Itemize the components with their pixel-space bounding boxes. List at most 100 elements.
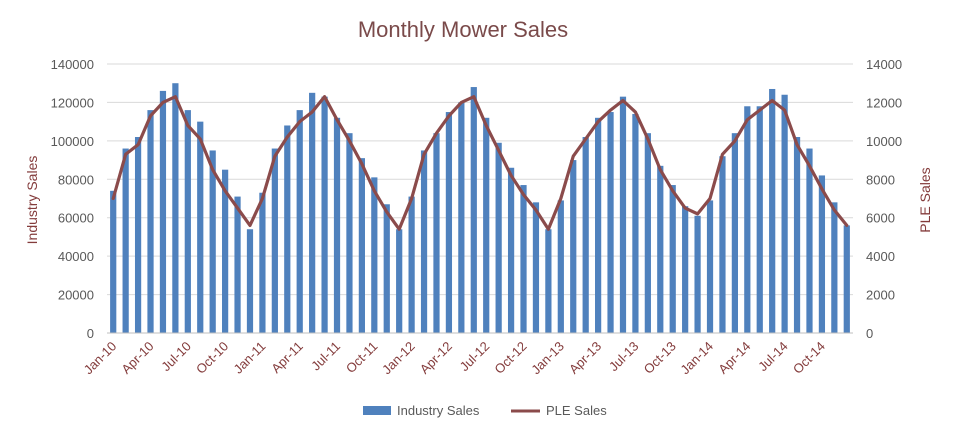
x-tick-label: Jul-12 xyxy=(457,339,493,375)
industry-sales-bar xyxy=(682,206,689,333)
left-tick-label: 120000 xyxy=(51,95,94,110)
left-tick-label: 20000 xyxy=(58,288,94,303)
industry-sales-bar xyxy=(607,112,614,334)
industry-sales-bar xyxy=(284,125,291,333)
industry-sales-bar xyxy=(756,106,763,334)
left-tick-label: 40000 xyxy=(58,249,94,264)
left-tick-label: 140000 xyxy=(51,57,94,72)
industry-sales-bar xyxy=(831,202,838,333)
industry-sales-bar xyxy=(159,90,167,334)
x-tick-label: Apr-11 xyxy=(268,339,306,377)
left-tick-label: 100000 xyxy=(51,134,94,149)
industry-sales-bar xyxy=(259,192,266,333)
right-tick-label: 2000 xyxy=(866,288,895,303)
industry-sales-bar xyxy=(209,150,216,333)
industry-sales-bar xyxy=(408,196,415,333)
x-tick-label: Jan-12 xyxy=(379,339,418,378)
industry-sales-bar xyxy=(818,175,826,333)
industry-sales-bar xyxy=(669,185,676,333)
x-tick-label: Oct-14 xyxy=(790,339,828,377)
x-tick-label: Apr-13 xyxy=(566,339,604,377)
industry-sales-bars xyxy=(110,83,850,334)
x-tick-label: Jan-14 xyxy=(677,339,716,378)
industry-sales-bar xyxy=(694,215,701,333)
industry-sales-bar xyxy=(644,133,651,333)
industry-sales-bar xyxy=(731,133,738,333)
x-tick-label: Oct-10 xyxy=(193,339,231,377)
ple-sales-line-layer xyxy=(111,95,849,231)
legend: Industry Sales PLE Sales xyxy=(363,403,607,418)
x-tick-label: Apr-10 xyxy=(118,339,156,377)
industry-sales-bar xyxy=(197,121,204,334)
industry-sales-bar xyxy=(222,169,229,333)
right-tick-label: 14000 xyxy=(866,57,902,72)
industry-sales-bar xyxy=(110,190,117,333)
x-tick-label: Jul-14 xyxy=(755,339,791,375)
legend-label-ple-sales: PLE Sales xyxy=(546,403,607,418)
industry-sales-bar xyxy=(557,200,564,333)
right-tick-label: 8000 xyxy=(866,172,895,187)
industry-sales-bar xyxy=(843,225,850,333)
industry-sales-bar xyxy=(122,148,129,333)
industry-sales-bar xyxy=(246,229,254,333)
industry-sales-bar xyxy=(657,165,664,333)
gridlines xyxy=(107,63,853,296)
x-tick-label: Apr-14 xyxy=(715,339,753,377)
industry-sales-bar xyxy=(532,202,540,333)
industry-sales-bar xyxy=(433,133,440,333)
industry-sales-bar xyxy=(570,160,577,333)
x-tick-label: Oct-11 xyxy=(343,339,381,377)
industry-sales-bar xyxy=(706,200,714,333)
chart-title: Monthly Mower Sales xyxy=(358,17,568,42)
x-tick-label: Jan-10 xyxy=(81,339,120,378)
industry-sales-bar xyxy=(545,229,552,333)
legend-swatch-industry-sales xyxy=(363,406,391,415)
industry-sales-bar xyxy=(321,96,328,334)
industry-sales-bar xyxy=(458,102,465,333)
industry-sales-bar xyxy=(582,137,589,333)
ple-sales-line xyxy=(111,95,849,231)
industry-sales-bar xyxy=(520,185,527,333)
left-axis-title: Industry Sales xyxy=(24,156,40,245)
industry-sales-bar xyxy=(470,87,477,333)
x-tick-label: Apr-12 xyxy=(417,339,455,377)
industry-sales-bar xyxy=(346,133,353,333)
right-axis-title: PLE Sales xyxy=(917,167,933,232)
x-tick-label: Jul-11 xyxy=(308,339,343,374)
right-tick-label: 0 xyxy=(866,326,873,341)
industry-sales-bar xyxy=(769,88,776,333)
industry-sales-bar xyxy=(309,92,316,333)
right-tick-label: 10000 xyxy=(866,134,902,149)
industry-sales-bar xyxy=(619,96,627,334)
industry-sales-bar xyxy=(234,196,241,333)
industry-sales-bar xyxy=(781,94,788,333)
right-tick-label: 6000 xyxy=(866,211,895,226)
industry-sales-bar xyxy=(595,117,602,333)
industry-sales-bar xyxy=(383,204,390,333)
right-tick-label: 12000 xyxy=(866,95,902,110)
left-tick-label: 60000 xyxy=(58,211,94,226)
industry-sales-bar xyxy=(806,148,813,333)
industry-sales-bar xyxy=(147,110,154,333)
x-tick-label: Oct-12 xyxy=(491,339,529,377)
industry-sales-bar xyxy=(793,137,801,333)
industry-sales-bar xyxy=(296,110,303,333)
industry-sales-bar xyxy=(632,113,639,333)
left-tick-label: 80000 xyxy=(58,172,94,187)
industry-sales-bar xyxy=(271,148,278,333)
x-tick-label: Jul-10 xyxy=(158,339,194,375)
industry-sales-bar xyxy=(172,83,179,333)
x-tick-label: Jan-13 xyxy=(528,339,567,378)
legend-label-industry-sales: Industry Sales xyxy=(397,403,480,418)
industry-sales-bar xyxy=(420,150,428,333)
right-tick-label: 4000 xyxy=(866,249,895,264)
industry-sales-bar xyxy=(333,117,341,333)
left-tick-label: 0 xyxy=(87,326,94,341)
industry-sales-bar xyxy=(495,142,502,333)
x-tick-label: Jul-13 xyxy=(606,339,642,375)
industry-sales-bar xyxy=(371,177,378,333)
industry-sales-bar xyxy=(744,106,751,334)
x-tick-label: Jan-11 xyxy=(230,339,268,377)
